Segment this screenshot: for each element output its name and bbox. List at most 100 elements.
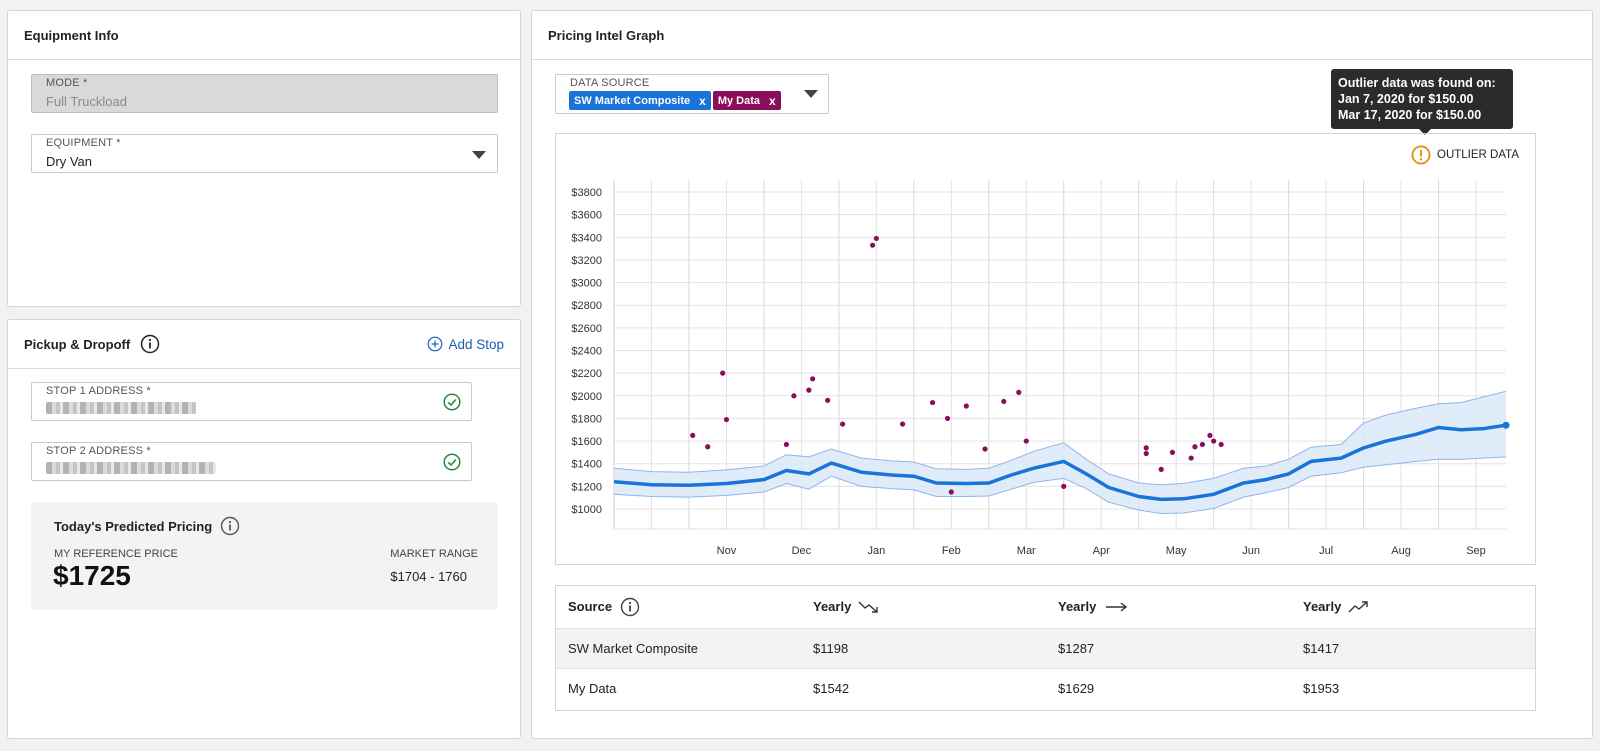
equipment-info-title: Equipment Info <box>8 11 520 60</box>
pickup-dropoff-title: Pickup & Dropoff <box>24 336 131 352</box>
table-cell: $1198 <box>813 640 849 656</box>
y-tick-label: $3000 <box>571 278 602 290</box>
mode-label: MODE * <box>46 77 88 89</box>
equipment-select[interactable]: EQUIPMENT * Dry Van <box>31 134 498 173</box>
my-data-point <box>899 421 906 427</box>
y-tick-label: $1400 <box>571 459 602 471</box>
stop1-address-field[interactable]: STOP 1 ADDRESS * <box>31 382 472 421</box>
stop1-redacted-address <box>46 402 196 414</box>
header-source: Source <box>556 586 801 628</box>
pricing-graph-panel: Pricing Intel Graph DATA SOURCE SW Marke… <box>531 10 1593 739</box>
my-data-point <box>982 446 988 452</box>
header-yearly-label: Yearly <box>1303 599 1342 615</box>
market-range-label: MARKET RANGE <box>390 548 478 560</box>
my-data-point <box>1218 441 1224 448</box>
y-tick-label: $3800 <box>571 187 602 199</box>
check-circle-icon <box>443 393 461 411</box>
chip-remove-button[interactable]: x <box>699 93 706 108</box>
y-tick-label: $3200 <box>571 255 602 267</box>
table-cell: $1287 <box>1058 640 1095 656</box>
pricing-chart: $1000 $1200 $1400 $1600 $1800 $2000 $2200 $2400… <box>571 180 1510 557</box>
x-tick-label: Aug <box>1391 545 1411 557</box>
mode-value: Full Truckload <box>46 94 127 109</box>
my-data-point <box>1169 449 1176 455</box>
x-tick-label: Sep <box>1466 545 1486 557</box>
my-data-point <box>720 370 726 376</box>
y-tick-label: $3400 <box>571 232 602 244</box>
stop1-label: STOP 1 ADDRESS * <box>46 385 151 397</box>
table-cell: $1542 <box>813 680 850 696</box>
source-table: Source Yearly <box>556 586 1535 708</box>
x-tick-label: May <box>1166 545 1187 557</box>
my-data-point <box>870 242 876 248</box>
my-data-point <box>806 387 812 393</box>
info-icon[interactable] <box>140 334 160 354</box>
x-tick-label: Apr <box>1093 545 1110 557</box>
header-yearly-avg: Yearly <box>1046 586 1291 628</box>
equipment-label: EQUIPMENT * <box>46 137 121 149</box>
reference-price-label: MY REFERENCE PRICE <box>54 548 178 560</box>
y-tick-label: $1200 <box>571 481 602 493</box>
info-icon[interactable] <box>620 597 640 617</box>
outlier-data-label: OUTLIER DATA <box>1437 149 1519 161</box>
composite-end-point <box>1502 421 1510 429</box>
tooltip-line3: Mar 17, 2020 for $150.00 <box>1338 108 1482 122</box>
data-source-select[interactable]: DATA SOURCE SW Market Composite x My Dat… <box>555 74 829 114</box>
my-data-point <box>1199 441 1206 448</box>
my-data-point <box>1188 455 1194 461</box>
predicted-pricing-card: Today's Predicted Pricing MY REFERENCE P… <box>31 502 498 610</box>
header-source-label: Source <box>568 599 613 615</box>
arrow-right-icon <box>1106 602 1128 612</box>
chart-container: OUTLIER DATA $1000 $1200 $1400 $1600 $1800 $2… <box>555 133 1536 565</box>
chevron-down-icon[interactable] <box>472 151 486 159</box>
outlier-tooltip: Outlier data was found on: Jan 7, 2020 f… <box>1331 69 1513 135</box>
table-cell: $1417 <box>1303 640 1340 656</box>
y-tick-label: $1000 <box>571 504 602 516</box>
my-data-point <box>1211 438 1217 444</box>
stop2-address-field[interactable]: STOP 2 ADDRESS * <box>31 442 472 481</box>
add-stop-button[interactable]: Add Stop <box>427 336 504 352</box>
y-tick-label: $2400 <box>571 346 602 358</box>
x-tick-label: Feb <box>942 545 961 557</box>
header-yearly-low: Yearly <box>801 586 1046 628</box>
info-icon[interactable] <box>220 516 240 536</box>
table-header-row: Source Yearly <box>556 586 1535 628</box>
outlier-data-indicator[interactable]: OUTLIER DATA <box>1411 145 1519 165</box>
header-yearly-label: Yearly <box>1058 599 1097 615</box>
header-yearly-label: Yearly <box>813 599 852 615</box>
band-lower-edge <box>613 456 1507 515</box>
chip-sw-market-composite[interactable]: SW Market Composite x <box>569 91 711 110</box>
my-data-point <box>840 421 846 427</box>
my-data-point <box>948 489 954 495</box>
x-tick-label: Dec <box>792 545 812 557</box>
pricing-graph-title: Pricing Intel Graph <box>532 11 1592 60</box>
chip-my-data[interactable]: My Data x <box>712 91 781 110</box>
my-data-point <box>690 432 696 439</box>
chevron-down-icon[interactable] <box>804 90 818 98</box>
my-data-point <box>1143 445 1149 451</box>
pickup-dropoff-header: Pickup & Dropoff Add Stop <box>8 320 520 369</box>
source-table-container: Source Yearly <box>555 585 1536 711</box>
my-data-point <box>825 397 831 403</box>
trend-down-icon <box>858 601 879 613</box>
x-tick-label: Jul <box>1319 545 1333 557</box>
my-data-point <box>1061 483 1067 489</box>
warning-icon <box>1411 145 1431 165</box>
chip-remove-button[interactable]: x <box>769 93 776 108</box>
check-circle-icon <box>443 453 461 471</box>
trend-up-icon <box>1348 601 1369 613</box>
equipment-info-panel: Equipment Info MODE * Full Truckload EQU… <box>7 10 521 307</box>
y-tick-label: $1600 <box>571 436 602 448</box>
my-data-point <box>705 444 711 450</box>
my-data-point <box>723 416 730 423</box>
table-cell: SW Market Composite <box>568 640 699 656</box>
my-data-point <box>783 441 790 448</box>
table-cell: $1953 <box>1303 680 1340 696</box>
composite-range-band <box>614 391 1506 514</box>
composite-line <box>613 423 1507 502</box>
y-tick-label: $2000 <box>571 391 602 403</box>
chip-label: SW Market Composite <box>574 94 691 107</box>
my-data-point <box>1023 438 1029 444</box>
predicted-pricing-title: Today's Predicted Pricing <box>54 518 213 534</box>
tooltip-line2: Jan 7, 2020 for $150.00 <box>1338 92 1474 106</box>
